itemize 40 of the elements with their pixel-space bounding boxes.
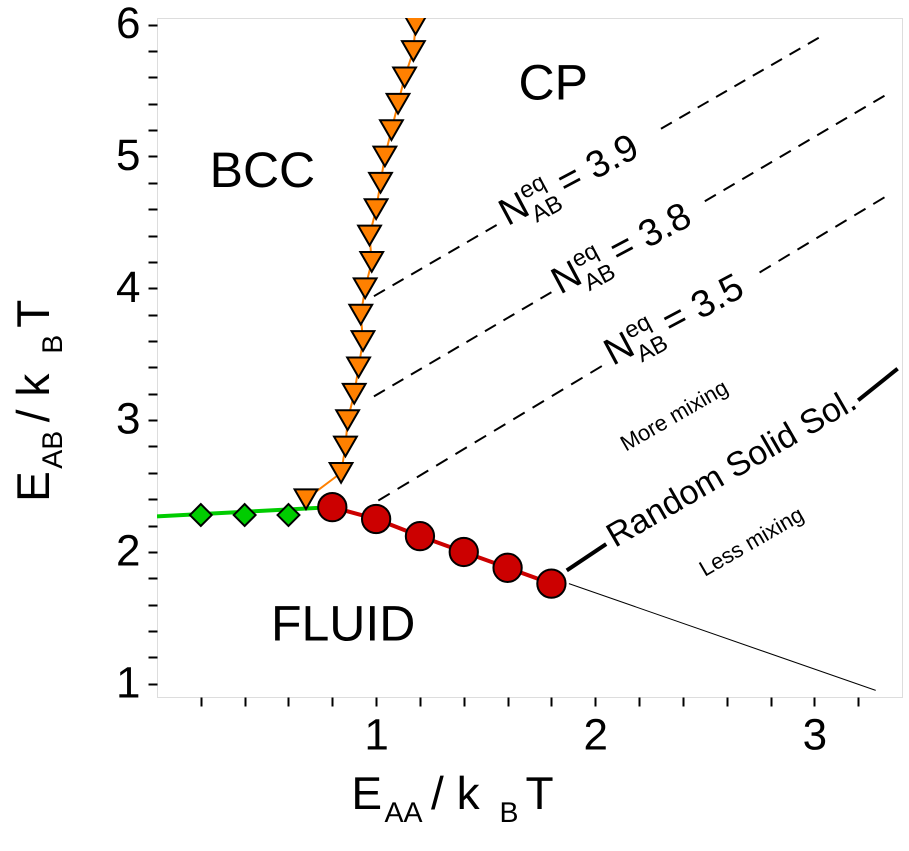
point <box>346 356 371 378</box>
point <box>232 503 257 528</box>
point <box>386 92 410 115</box>
y-tick-label: 1 <box>116 658 140 708</box>
point <box>335 409 360 431</box>
point <box>368 172 393 194</box>
point <box>448 536 479 568</box>
point <box>348 304 374 326</box>
point <box>357 224 382 246</box>
point <box>360 504 392 534</box>
annotation: FLUID <box>270 595 416 652</box>
x-tick-label: 3 <box>802 710 828 760</box>
y-tick-label: 4 <box>116 262 140 312</box>
point <box>364 198 389 220</box>
point <box>492 552 523 583</box>
point <box>392 66 418 88</box>
point <box>317 492 348 522</box>
point <box>404 521 436 552</box>
point <box>328 462 354 484</box>
y-tick-label: 2 <box>116 526 140 576</box>
point <box>276 503 300 528</box>
point <box>350 330 376 352</box>
y-tick-label: 3 <box>116 394 140 444</box>
point <box>188 503 213 528</box>
point <box>352 277 378 300</box>
x-tick-label: 1 <box>364 710 389 760</box>
y-tick-label: 6 <box>116 0 140 48</box>
annotation: CP <box>518 54 588 111</box>
annotation: BCC <box>210 142 316 198</box>
point <box>400 40 426 62</box>
point <box>359 251 384 273</box>
point <box>536 568 567 599</box>
y-tick-label: 5 <box>116 130 140 180</box>
point <box>342 382 367 405</box>
x-tick-label: 2 <box>583 710 608 760</box>
y-axis-title: EAB / kBT <box>7 300 69 502</box>
point <box>372 146 398 168</box>
point <box>379 119 404 141</box>
point <box>333 436 358 458</box>
point <box>294 488 318 510</box>
